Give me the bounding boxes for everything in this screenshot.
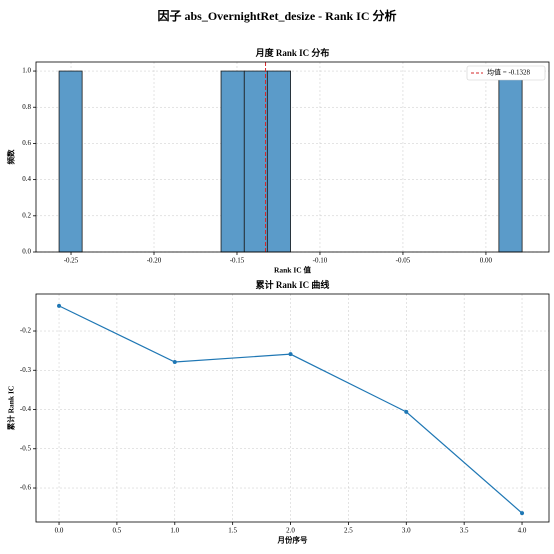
bar (243, 70, 268, 253)
y-tick-label: 0.2 (22, 211, 31, 219)
y-axis-label: 累计 Rank IC (6, 386, 16, 431)
x-tick-label: -0.25 (64, 257, 79, 265)
x-tick-label: 2.0 (286, 527, 295, 535)
y-tick-label: -0.2 (20, 327, 32, 335)
axes-frame (35, 61, 550, 253)
y-tick-label: -0.6 (20, 484, 32, 492)
y-tick-label: 0.6 (22, 139, 31, 147)
subplot-title: 累计 Rank IC 曲线 (256, 279, 330, 290)
y-tick-label: -0.5 (20, 444, 32, 452)
x-tick-label: -0.10 (313, 257, 328, 265)
x-tick-label: -0.20 (147, 257, 162, 265)
y-tick-label: 0.0 (22, 248, 31, 256)
y-tick-label: -0.4 (20, 405, 32, 413)
figure-title: 因子 abs_OvernightRet_desize - Rank IC 分析 (158, 8, 397, 23)
x-tick-label: 0.5 (113, 527, 122, 535)
y-tick-label: 0.4 (22, 175, 31, 183)
x-tick-label: 1.5 (228, 527, 237, 535)
point (172, 360, 177, 365)
y-tick-label: 0.8 (22, 103, 31, 111)
point (520, 511, 525, 516)
point (404, 409, 409, 414)
y-tick-label: -0.3 (20, 366, 32, 374)
legend-label: 均值 = -0.1328 (487, 68, 531, 77)
legend-box (466, 65, 546, 81)
y-axis-label: 频数 (6, 149, 16, 164)
x-tick-label: 2.5 (344, 527, 353, 535)
x-tick-label: 3.0 (402, 527, 411, 535)
x-tick-label: 1.0 (170, 527, 179, 535)
bar (266, 70, 291, 253)
x-tick-label: -0.15 (230, 257, 245, 265)
x-axis-label: 月份序号 (277, 535, 308, 545)
x-tick-label: 0.00 (480, 257, 493, 265)
point (288, 352, 293, 357)
x-tick-label: 0.0 (55, 527, 64, 535)
x-tick-label: 3.5 (460, 527, 469, 535)
point (57, 303, 62, 308)
x-axis-label: Rank IC 值 (274, 265, 312, 275)
bar (220, 70, 245, 253)
bar (498, 70, 523, 253)
bar (58, 70, 83, 253)
x-tick-label: 4.0 (518, 527, 527, 535)
subplot-title: 月度 Rank IC 分布 (255, 47, 330, 58)
y-tick-label: 1.0 (22, 67, 31, 75)
axes-frame (35, 293, 550, 523)
x-tick-label: -0.05 (396, 257, 411, 265)
